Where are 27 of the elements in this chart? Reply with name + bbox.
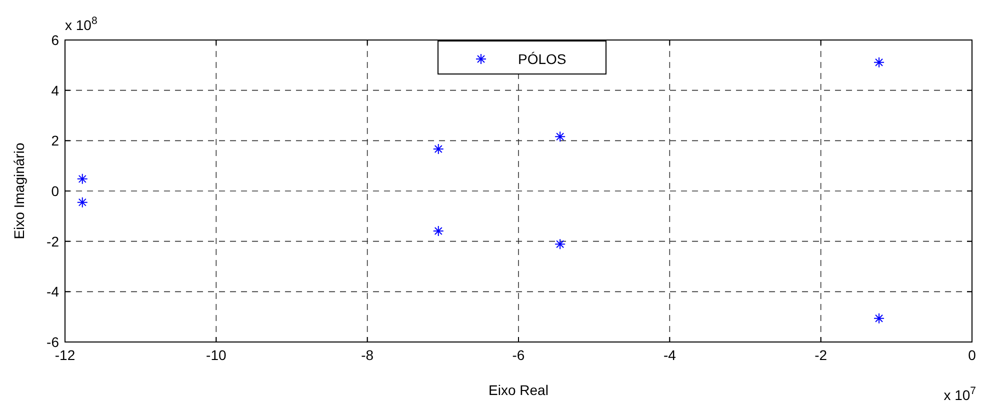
x-tick-label: -2 <box>814 347 828 363</box>
x-axis-title: Eixo Real <box>488 382 548 398</box>
text: x 10$^{7}$ <box>944 385 976 403</box>
point <box>76 173 88 184</box>
y-tick-label: -6 <box>46 334 60 350</box>
point <box>554 131 566 142</box>
legend-label: PÓLOS <box>518 51 566 67</box>
y-tick-label: -4 <box>46 284 60 300</box>
x-tick-label: 0 <box>968 347 976 363</box>
y-tick-label: 2 <box>51 132 60 149</box>
text: x 10$^{8}$ <box>65 15 98 33</box>
x-tick-label: -10 <box>206 347 226 363</box>
x-tick-label: -8 <box>361 347 374 363</box>
y-axis-title: Eixo Imaginário <box>11 142 27 240</box>
y-tick-label: -2 <box>46 233 60 250</box>
x-tick-label: -12 <box>54 347 76 363</box>
x-tick-label: -4 <box>663 347 676 363</box>
point <box>432 143 444 154</box>
point <box>554 238 566 250</box>
point <box>432 226 444 237</box>
point <box>874 312 885 324</box>
point <box>874 56 885 68</box>
y-tick-label: 0 <box>51 183 60 199</box>
point <box>76 196 88 208</box>
y-tick-label: 4 <box>51 82 60 98</box>
y-tick-label: 6 <box>51 32 60 48</box>
x-tick-label: -6 <box>512 347 525 363</box>
